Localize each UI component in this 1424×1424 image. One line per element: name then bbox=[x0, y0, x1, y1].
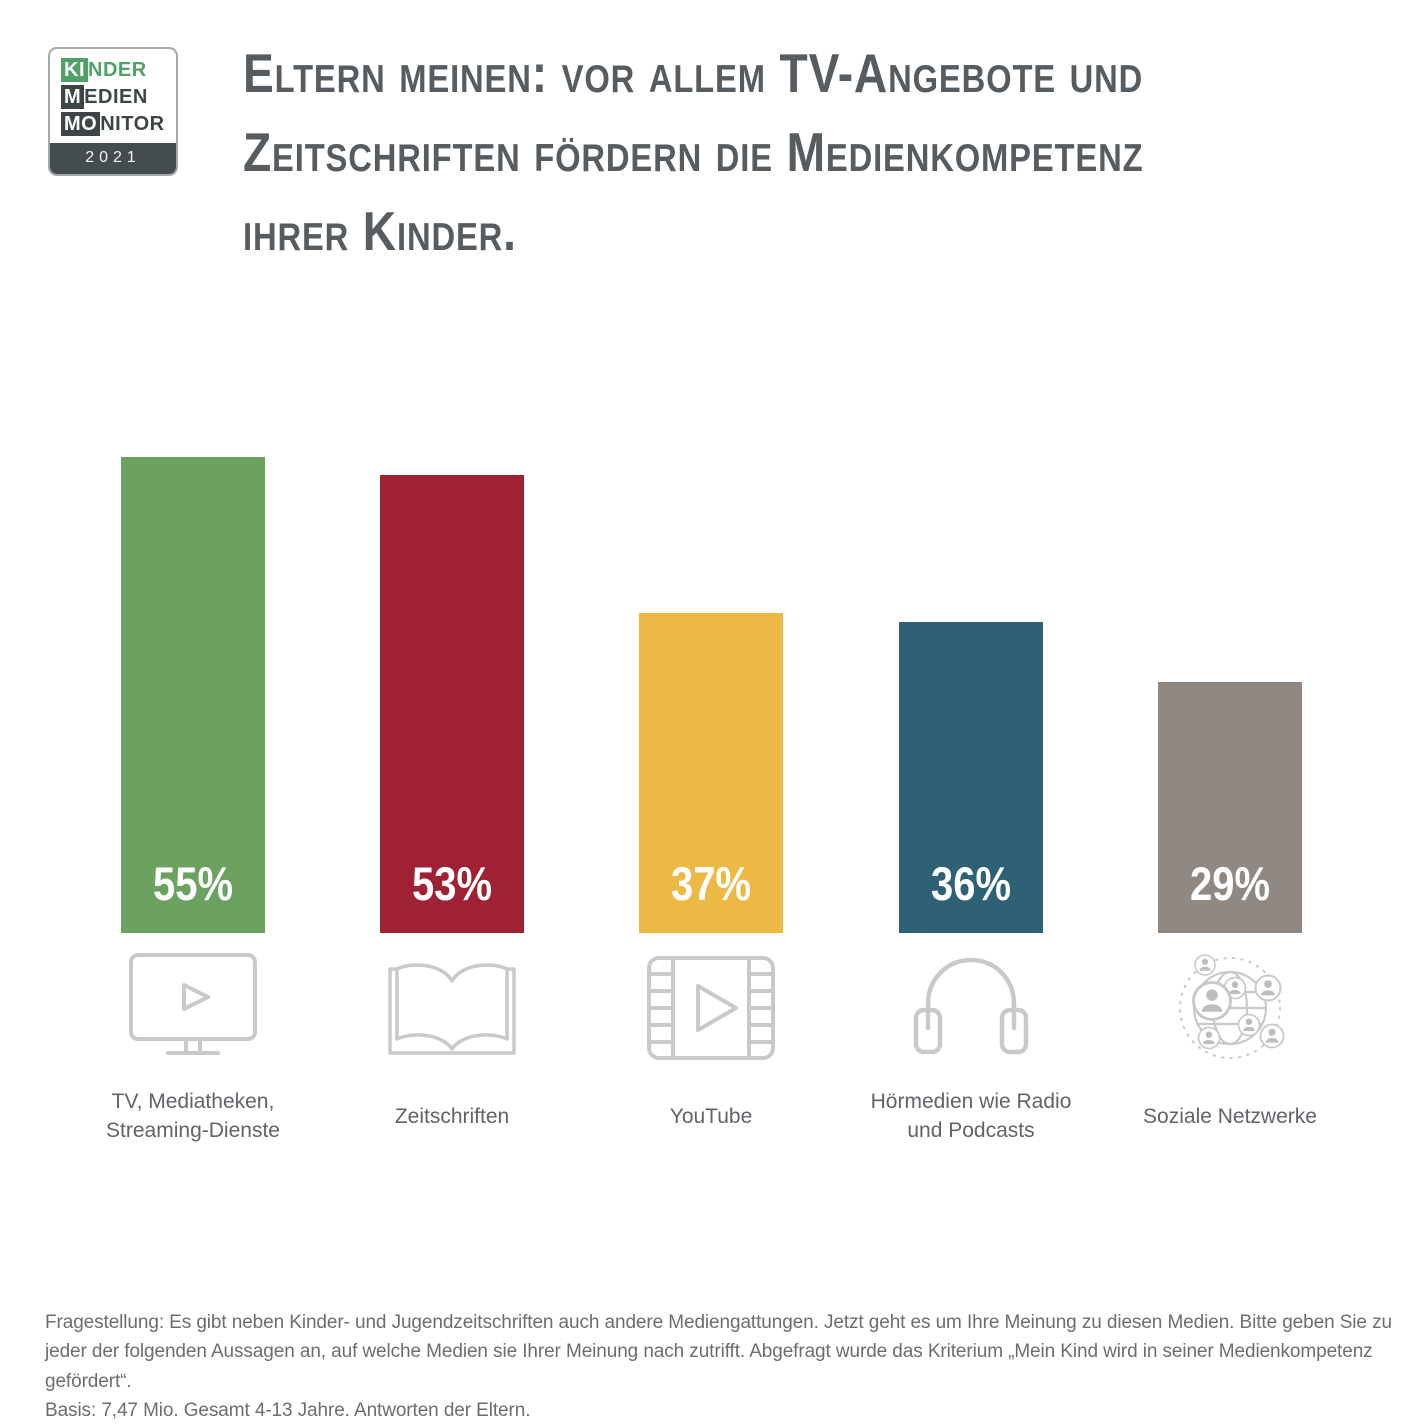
bar-hoermedien: 36% bbox=[899, 622, 1043, 933]
bar-value-label: 37% bbox=[671, 857, 751, 910]
logo-wordmark: KI NDER M EDIEN MO NITOR bbox=[50, 49, 176, 143]
logo-box-ki: KI bbox=[61, 58, 88, 82]
logo-line-medien: M EDIEN bbox=[61, 85, 170, 109]
film-play-icon bbox=[646, 952, 776, 1064]
tv-icon bbox=[128, 952, 258, 1064]
logo-text-nder: NDER bbox=[88, 59, 147, 81]
bar-value-label: 55% bbox=[153, 857, 233, 910]
label-zeitschriften: Zeitschriften bbox=[394, 1104, 510, 1128]
logo-text-nitor: NITOR bbox=[100, 113, 165, 135]
label-soziale-netzwerke: Soziale Netzwerke bbox=[1143, 1104, 1317, 1128]
bar-value-label: 53% bbox=[412, 857, 492, 910]
logo-text-edien: EDIEN bbox=[84, 86, 148, 108]
label-hoermedien: Hörmedien wie Radio und Podcasts bbox=[870, 1090, 1072, 1142]
bar-value-label: 36% bbox=[931, 857, 1011, 910]
bar-zeitschriften: 53% bbox=[380, 475, 524, 933]
bar-youtube: 37% bbox=[639, 613, 783, 933]
label-youtube: YouTube bbox=[669, 1104, 753, 1128]
label-tv-mediatheken: TV, Mediatheken, Streaming-Dienste bbox=[106, 1090, 280, 1142]
logo-box-m: M bbox=[61, 85, 85, 109]
footnote-fragestellung: Fragestellung: Es gibt neben Kinder- und… bbox=[45, 1312, 1392, 1392]
logo-box-mo: MO bbox=[61, 112, 101, 136]
logo-line-monitor: MO NITOR bbox=[61, 112, 170, 136]
kindermedienmonitor-logo: KI NDER M EDIEN MO NITOR 2021 bbox=[48, 47, 178, 176]
bar-value-label: 29% bbox=[1190, 857, 1270, 910]
bar-tv-mediatheken: 55% bbox=[121, 457, 265, 933]
logo-year-badge: 2021 bbox=[50, 143, 176, 174]
headphones-icon bbox=[906, 952, 1036, 1064]
chart-title: Eltern meinen: vor allem TV-Angebote und… bbox=[243, 42, 1144, 262]
logo-line-kinder: KI NDER bbox=[61, 58, 170, 82]
footnote-basis: Basis: 7,47 Mio. Gesamt 4-13 Jahre. Antw… bbox=[45, 1400, 531, 1422]
bar-soziale-netzwerke: 29% bbox=[1158, 682, 1302, 933]
footnote: Fragestellung: Es gibt neben Kinder- und… bbox=[45, 1308, 1413, 1424]
social-network-icon bbox=[1165, 952, 1295, 1064]
magazine-icon bbox=[387, 952, 517, 1064]
